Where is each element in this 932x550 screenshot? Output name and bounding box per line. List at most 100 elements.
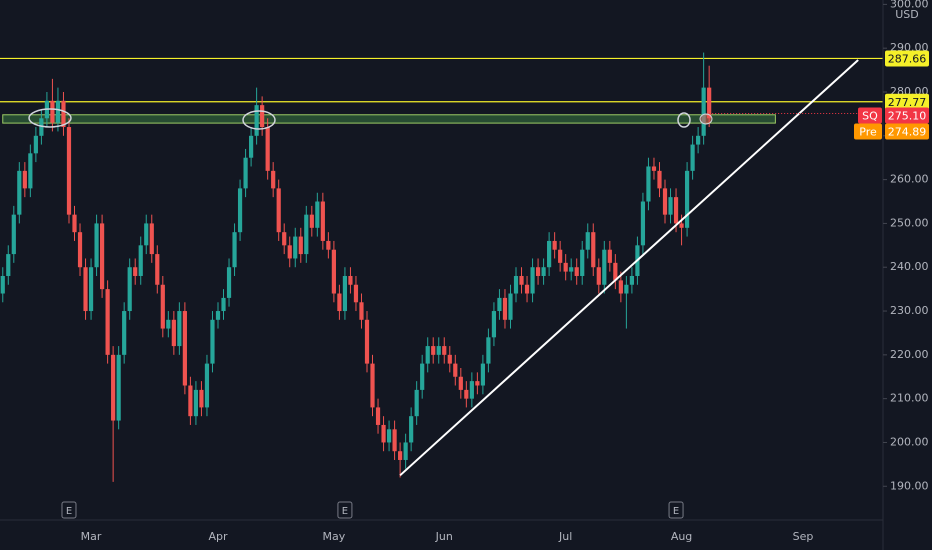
candle-body — [491, 311, 497, 338]
level-tag-label: 287.66 — [888, 52, 927, 65]
y-tick-label: 190.00 — [890, 479, 929, 492]
highlight-circle — [28, 108, 72, 128]
x-tick-label: Jun — [435, 530, 453, 543]
candle-body — [265, 127, 270, 171]
candle-body — [618, 280, 623, 294]
candle-body — [519, 275, 524, 285]
candle-body — [442, 346, 447, 355]
candle-body — [475, 381, 480, 386]
candle-body — [66, 127, 72, 215]
highlight-circle — [677, 112, 691, 128]
highlight-circle — [699, 113, 713, 125]
candle-body — [221, 297, 226, 312]
support-zone — [2, 114, 776, 124]
candle-body — [188, 385, 193, 417]
candle-body — [364, 319, 370, 364]
symbol-tag-label: SQ — [862, 109, 878, 122]
candle-body — [99, 223, 105, 290]
price-tag-label: 275.10 — [888, 109, 927, 122]
candle-body — [497, 297, 502, 312]
candle-body — [171, 319, 176, 347]
candle-body — [707, 87, 712, 119]
candle-body — [563, 262, 568, 272]
candle-body — [28, 153, 33, 189]
candle-body — [502, 297, 508, 320]
y-tick-label: 210.00 — [890, 392, 929, 405]
candle-body — [0, 275, 5, 294]
candle-body — [624, 284, 629, 294]
candle-body — [315, 201, 320, 228]
candle-body — [684, 170, 690, 228]
y-tick-label: 200.00 — [890, 435, 929, 448]
candle-body — [607, 249, 612, 263]
candle-body — [552, 240, 557, 250]
earnings-marker — [337, 501, 353, 519]
candle-body — [690, 144, 695, 171]
candle-body — [326, 240, 331, 250]
price-tag — [885, 107, 929, 124]
y-tick-label: 240.00 — [890, 260, 929, 273]
candle-body — [679, 223, 684, 228]
candle-body — [353, 284, 359, 303]
candle-body — [436, 346, 441, 355]
candle-body — [425, 346, 430, 364]
candle-body — [304, 214, 309, 255]
candle-body — [480, 363, 485, 386]
candle-body — [138, 245, 143, 276]
candle-body — [249, 135, 254, 158]
candle-body — [453, 363, 458, 377]
candle-body — [464, 389, 469, 399]
x-tick-label: Aug — [671, 530, 692, 543]
candle-body — [591, 232, 596, 268]
candle-body — [331, 249, 336, 294]
candle-body — [149, 223, 154, 255]
candle-body — [701, 87, 706, 136]
premarket-name-tag — [854, 123, 882, 140]
candle-body — [574, 267, 579, 276]
level-tag-label: 277.77 — [888, 96, 927, 109]
candle-body — [469, 381, 474, 399]
candle-body — [160, 284, 165, 329]
candle-body — [232, 232, 237, 268]
candle-body — [569, 267, 574, 272]
y-tick-label: 260.00 — [890, 173, 929, 186]
candle-body — [254, 105, 259, 136]
candle-body — [6, 254, 11, 276]
candle-body — [381, 424, 386, 443]
x-tick-label: Sep — [793, 530, 814, 543]
candle-body — [585, 232, 590, 250]
level-tag — [885, 93, 929, 110]
candle-body — [629, 275, 634, 285]
x-tick-label: Mar — [81, 530, 102, 543]
x-tick-label: May — [323, 530, 346, 543]
candle-body — [33, 135, 38, 154]
candle-body — [547, 240, 552, 268]
candle-body — [337, 293, 342, 312]
candle-body — [535, 267, 541, 276]
candle-body — [243, 157, 248, 189]
candle-body — [398, 451, 403, 460]
candle-body — [414, 389, 419, 417]
candle-body — [116, 354, 121, 421]
candle-body — [370, 363, 375, 408]
candle-body — [298, 236, 303, 255]
candle-body — [226, 267, 232, 298]
candle-body — [602, 249, 607, 285]
candle-body — [237, 188, 243, 233]
candle-body — [696, 135, 701, 145]
candle-body — [88, 267, 94, 312]
candle-body — [359, 302, 364, 320]
candle-body — [673, 197, 679, 224]
candle-body — [11, 214, 16, 255]
earnings-label: E — [66, 506, 72, 517]
candle-body — [287, 245, 292, 259]
candle-body — [458, 376, 463, 390]
candle-body — [55, 100, 61, 123]
candle-body — [204, 363, 210, 408]
candle-body — [447, 354, 452, 364]
candle-body — [375, 407, 381, 425]
candle-body — [22, 170, 27, 189]
candle-body — [541, 267, 546, 276]
currency-label: USD — [895, 8, 919, 21]
